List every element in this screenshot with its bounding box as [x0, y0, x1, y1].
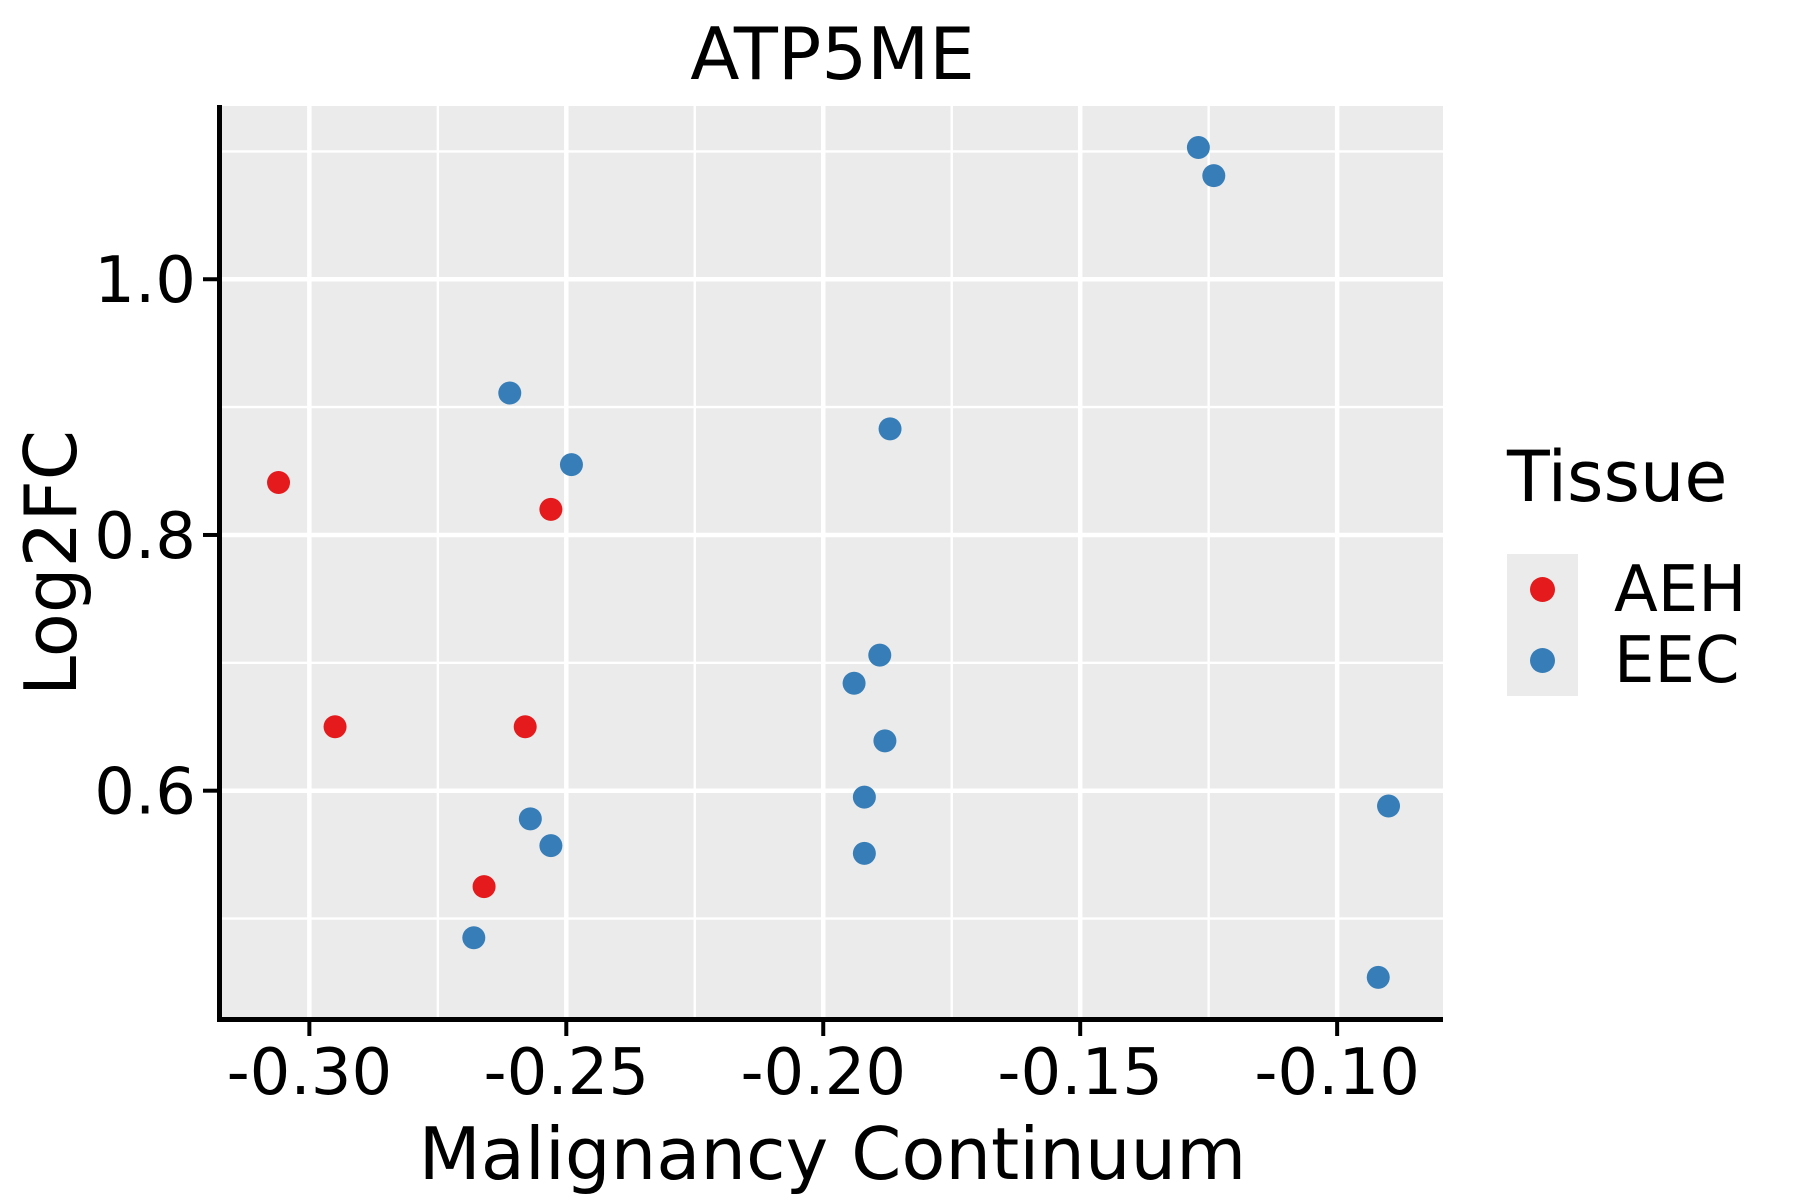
data-point-eec: [873, 729, 897, 753]
data-point-eec: [518, 807, 542, 831]
aeh-point-icon: [1530, 577, 1555, 602]
data-point-eec: [868, 643, 892, 667]
x-tick-label: -0.25: [484, 1036, 650, 1110]
y-tick-label: 1.0: [94, 244, 196, 318]
eec-point-icon: [1530, 648, 1555, 673]
data-point-aeh: [472, 875, 496, 899]
data-point-eec: [842, 671, 866, 695]
x-tick-label: -0.20: [740, 1036, 906, 1110]
x-tick-label: -0.15: [997, 1036, 1163, 1110]
x-tick-label: -0.10: [1254, 1036, 1420, 1110]
data-point-aeh: [323, 715, 347, 739]
y-tick-label: 0.8: [94, 500, 196, 574]
plot-panel: [222, 106, 1443, 1017]
data-point-eec: [852, 841, 876, 865]
legend-key-aeh: [1507, 554, 1578, 625]
data-point-eec: [462, 926, 486, 950]
data-point-eec: [878, 417, 902, 441]
data-point-aeh: [513, 715, 537, 739]
y-tick-label: 0.6: [94, 756, 196, 830]
x-axis-title: Malignancy Continuum: [418, 1112, 1247, 1196]
data-point-eec: [1202, 164, 1226, 188]
data-point-aeh: [267, 471, 291, 495]
data-point-eec: [852, 785, 876, 809]
data-point-aeh: [539, 497, 563, 521]
legend-item-aeh: AEH: [1507, 552, 1747, 627]
legend: Tissue AEH EEC: [1507, 436, 1747, 698]
data-point-eec: [498, 381, 522, 405]
legend-item-eec: EEC: [1507, 623, 1746, 698]
legend-label-aeh: AEH: [1614, 552, 1747, 627]
data-point-eec: [1366, 965, 1390, 989]
legend-label-eec: EEC: [1614, 623, 1740, 698]
data-point-eec: [1186, 136, 1210, 160]
data-point-eec: [539, 834, 563, 858]
data-point-eec: [1377, 794, 1401, 818]
legend-title: Tissue: [1507, 436, 1728, 518]
legend-key-eec: [1507, 625, 1578, 696]
data-point-eec: [559, 453, 583, 477]
plot-title: ATP5ME: [690, 12, 975, 96]
x-tick-label: -0.30: [227, 1036, 393, 1110]
